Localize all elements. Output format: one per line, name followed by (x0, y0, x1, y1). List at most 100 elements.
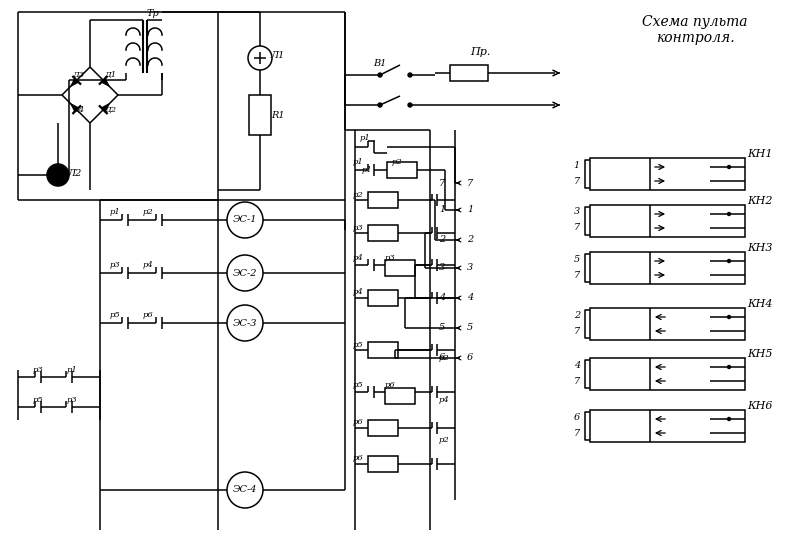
Text: р3: р3 (66, 396, 78, 404)
Text: р1: р1 (362, 166, 372, 174)
Circle shape (378, 73, 382, 77)
Text: 4: 4 (574, 361, 580, 369)
Text: Схема пульта: Схема пульта (642, 15, 748, 29)
Circle shape (227, 202, 263, 238)
Text: 6: 6 (574, 413, 580, 421)
Text: Пр.: Пр. (470, 47, 490, 57)
Text: 5: 5 (439, 324, 445, 333)
Text: Д2: Д2 (104, 106, 116, 114)
Text: R1: R1 (271, 111, 285, 120)
Text: 3: 3 (574, 207, 580, 216)
Text: р3: р3 (385, 254, 395, 262)
Text: 3: 3 (467, 263, 473, 272)
Text: р5: р5 (110, 311, 120, 319)
Circle shape (227, 305, 263, 341)
Text: КН1: КН1 (747, 149, 773, 159)
Text: р6: р6 (353, 418, 363, 426)
Text: р2: р2 (142, 208, 154, 216)
Text: р2: р2 (438, 354, 450, 362)
Circle shape (378, 103, 382, 107)
Text: р6: р6 (142, 311, 154, 319)
Text: р5: р5 (33, 396, 43, 404)
Text: 2: 2 (574, 310, 580, 320)
Bar (368, 342, 398, 358)
Text: КН2: КН2 (747, 196, 773, 206)
Circle shape (727, 212, 730, 216)
Text: р2: р2 (353, 191, 363, 199)
Text: Д3: Д3 (72, 71, 84, 79)
Text: В1: В1 (374, 59, 386, 68)
Text: р4: р4 (353, 254, 363, 262)
Text: 1: 1 (467, 206, 473, 215)
Bar (385, 388, 415, 404)
Text: р3: р3 (33, 366, 43, 374)
Text: р5: р5 (353, 381, 363, 389)
Circle shape (727, 315, 730, 319)
Text: р1: р1 (110, 208, 120, 216)
Circle shape (248, 46, 272, 70)
Text: р4: р4 (438, 396, 450, 404)
Text: р1: р1 (360, 134, 370, 142)
Bar (590, 205, 745, 237)
Bar (450, 65, 488, 81)
Circle shape (727, 418, 730, 420)
Text: 5: 5 (467, 324, 473, 333)
Polygon shape (71, 104, 78, 111)
Text: 7: 7 (574, 377, 580, 386)
Text: 7: 7 (574, 271, 580, 280)
Text: 7: 7 (574, 224, 580, 233)
Text: ЭС-1: ЭС-1 (233, 216, 258, 225)
Text: р2: р2 (438, 436, 450, 444)
Text: Л2: Л2 (68, 168, 82, 178)
Polygon shape (102, 104, 109, 111)
Bar (385, 260, 415, 276)
Text: 7: 7 (574, 177, 580, 186)
Text: ЭС-3: ЭС-3 (233, 319, 258, 328)
Text: р5: р5 (353, 341, 363, 349)
Text: 2: 2 (467, 235, 473, 244)
Text: Л1: Л1 (271, 51, 285, 60)
Bar (368, 225, 398, 241)
Bar (249, 95, 271, 135)
Text: р3: р3 (110, 261, 120, 269)
Text: 7: 7 (439, 178, 445, 187)
Polygon shape (71, 78, 78, 86)
Circle shape (727, 366, 730, 368)
Text: ЭС-2: ЭС-2 (233, 268, 258, 277)
Text: КН3: КН3 (747, 243, 773, 253)
Text: р4: р4 (142, 261, 154, 269)
Text: р3: р3 (353, 224, 363, 232)
Text: 4: 4 (439, 293, 445, 302)
Circle shape (727, 165, 730, 168)
Text: 6: 6 (467, 353, 473, 362)
Text: р6: р6 (353, 454, 363, 462)
Text: ЭС-4: ЭС-4 (233, 486, 258, 495)
Bar (368, 456, 398, 472)
Bar (368, 420, 398, 436)
Polygon shape (102, 78, 109, 86)
Text: КН5: КН5 (747, 349, 773, 359)
Bar (590, 252, 745, 284)
Bar (590, 158, 745, 190)
Text: 5: 5 (574, 254, 580, 263)
Text: 6: 6 (439, 353, 445, 362)
Bar (590, 410, 745, 442)
Circle shape (408, 73, 412, 77)
Circle shape (408, 103, 412, 107)
Text: Д4: Д4 (72, 106, 84, 114)
Text: Д1: Д1 (104, 71, 116, 79)
Text: 7: 7 (467, 178, 473, 187)
Bar (368, 290, 398, 306)
Text: р6: р6 (385, 381, 395, 389)
Text: р2: р2 (392, 158, 402, 166)
Bar (590, 308, 745, 340)
Text: КН6: КН6 (747, 401, 773, 411)
Circle shape (227, 472, 263, 508)
Text: 3: 3 (439, 263, 445, 272)
Circle shape (47, 164, 69, 186)
Circle shape (227, 255, 263, 291)
Text: 1: 1 (574, 160, 580, 169)
Text: р4: р4 (353, 288, 363, 296)
Text: 1: 1 (439, 206, 445, 215)
Text: р1: р1 (66, 366, 78, 374)
